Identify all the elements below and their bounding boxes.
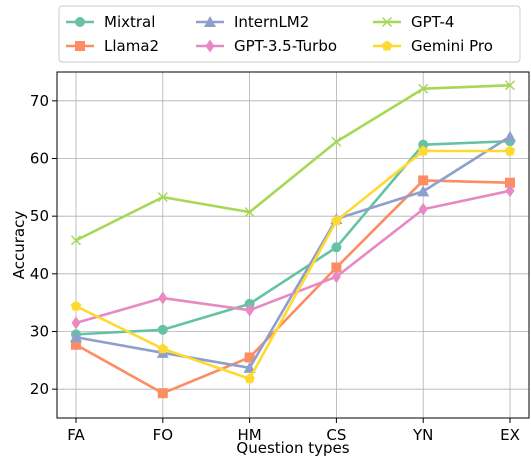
data-point-gpt-3-5-turbo-FA [71,316,81,330]
data-point-gpt-3-5-turbo-CS [331,270,341,284]
legend-marker-gemini-pro [381,40,393,51]
legend: Mixtral Llama2 InternLM2 GPT-3.5-Turbo GPT-4… [58,5,521,63]
legend-label: Llama2 [104,37,159,55]
y-tick-label: 50 [30,207,49,225]
data-point-gpt-4-CS [331,136,342,147]
data-point-mixtral-CS [331,242,342,253]
data-point-gpt-4-FA [70,235,82,246]
x-tick-label: FO [153,426,173,444]
data-point-gemini-pro-HM [244,373,255,384]
data-point-gemini-pro-CS [331,215,342,226]
series-line-gemini-pro [75,149,510,381]
legend-label: GPT-4 [411,13,454,31]
data-point-internlm2-FA [70,331,82,343]
data-point-mixtral-FO [157,324,168,335]
series-line-mixtral [75,139,511,336]
y-tick-label: 70 [30,92,49,110]
series-line-llama2 [75,179,511,395]
x-tick-label: CS [326,426,346,444]
legend-box [58,5,521,63]
series-line-gpt-3-5-turbo [75,189,511,325]
x-tick-label: FA [67,426,85,444]
y-tick-label: 60 [30,150,49,168]
plot-frame [56,71,530,419]
legend-label: InternLM2 [234,13,309,31]
series-line-gpt-4 [75,83,511,242]
data-point-internlm2-EX [504,130,516,142]
series-group [70,80,516,399]
y-axis-title: Accuracy [10,211,28,280]
legend-marker-internlm2 [204,16,216,27]
series-gemini-pro [70,145,516,384]
data-point-gemini-pro-FA [70,300,82,311]
legend-item-mixtral: Mixtral [66,13,155,31]
data-point-gpt-4-HM [244,207,255,218]
legend-item-gemini-pro: Gemini Pro [373,37,493,55]
grid-lines [57,72,529,418]
series-gpt-3-5-turbo [71,184,515,330]
data-point-mixtral-YN [418,139,429,150]
data-point-llama2-HM [244,352,255,363]
data-point-gemini-pro-FO [157,343,169,354]
data-point-gpt-3-5-turbo-YN [418,202,428,216]
legend-label: Gemini Pro [411,37,493,55]
data-point-llama2-YN [418,175,429,186]
y-tick-label: 20 [30,380,49,398]
x-tick-label: HM [237,426,261,444]
data-point-internlm2-HM [243,361,256,373]
data-point-internlm2-YN [417,185,430,197]
data-point-llama2-CS [331,262,342,273]
legend-marker-mixtral [75,17,85,27]
x-tick-label: EX [500,426,520,444]
y-tick-label: 30 [30,323,49,341]
data-point-gpt-4-EX [504,80,516,91]
y-tick-label: 40 [30,265,49,283]
legend-item-llama2: Llama2 [66,37,159,55]
x-tick-label: YN [412,426,433,444]
legend-item-gpt-4: GPT-4 [373,13,454,31]
data-point-llama2-FA [71,339,81,350]
axis-ticks: FA FO HM CS YN EX 20 30 40 50 60 70 [30,92,520,444]
legend-label: GPT-3.5-Turbo [234,37,337,55]
data-point-llama2-FO [157,388,168,399]
series-gpt-4 [70,80,516,246]
legend-marker-gpt-4 [381,16,393,28]
data-point-gpt-4-FO [157,192,168,203]
series-line-internlm2 [75,135,511,370]
data-point-llama2-EX [505,177,515,188]
legend-label: Mixtral [104,13,155,31]
data-point-gemini-pro-YN [417,145,429,156]
legend-marker-gpt-3-5-turbo [205,39,215,53]
legend-item-internlm2: InternLM2 [196,13,309,31]
legend-item-gpt-3-5-turbo: GPT-3.5-Turbo [196,37,337,55]
data-point-gpt-3-5-turbo-HM [245,303,255,317]
data-point-gpt-4-YN [418,83,429,94]
data-point-gpt-3-5-turbo-EX [505,184,515,198]
data-point-gemini-pro-EX [504,145,516,156]
legend-marker-llama2 [75,41,85,51]
data-point-gpt-3-5-turbo-FO [158,291,168,305]
series-mixtral [71,136,515,340]
x-axis-title: Question types [236,439,349,457]
